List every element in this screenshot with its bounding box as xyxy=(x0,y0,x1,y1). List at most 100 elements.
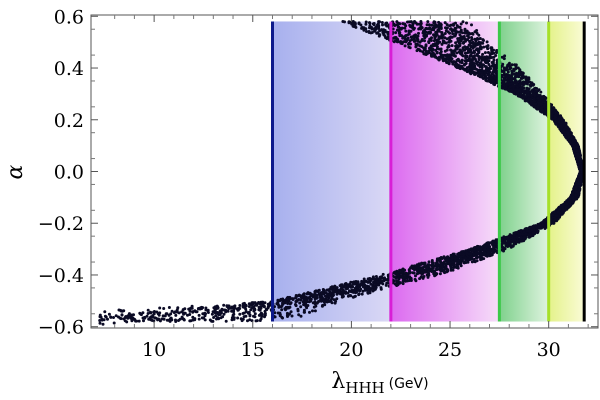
scatter-point xyxy=(430,270,434,273)
scatter-point xyxy=(566,126,570,130)
scatter-point xyxy=(484,65,488,69)
scatter-point xyxy=(493,76,497,80)
scatter-point xyxy=(416,34,420,38)
scatter-point xyxy=(431,54,435,58)
scatter-point xyxy=(354,25,358,29)
scatter-point xyxy=(403,268,406,272)
scatter-point xyxy=(507,74,511,78)
scatter-point xyxy=(411,26,415,30)
scatter-point xyxy=(415,272,419,276)
scatter-point xyxy=(484,76,488,80)
scatter-point xyxy=(319,299,323,303)
scatter-point xyxy=(296,309,300,313)
scatter-point xyxy=(424,43,428,47)
scatter-point xyxy=(286,315,289,318)
scatter-point xyxy=(569,137,573,141)
scatter-point xyxy=(420,38,424,41)
scatter-point xyxy=(401,282,405,286)
scatter-point xyxy=(371,22,375,26)
scatter-point xyxy=(475,256,479,260)
scatter-point xyxy=(468,40,472,44)
scatter-point xyxy=(302,308,306,312)
scatter-point xyxy=(482,63,485,67)
scatter-point xyxy=(330,285,334,289)
scatter-point xyxy=(477,49,481,53)
scatter-point xyxy=(527,235,531,239)
scatter-point xyxy=(408,23,412,27)
scatter-point xyxy=(247,305,251,308)
scatter-point xyxy=(311,301,315,305)
scatter-point xyxy=(349,294,353,298)
scatter-point xyxy=(450,44,454,48)
scatter-point xyxy=(459,22,463,26)
scatter-point xyxy=(351,295,355,299)
scatter-point xyxy=(449,55,452,59)
scatter-point xyxy=(449,27,453,31)
scatter-point xyxy=(398,281,402,285)
scatter-point xyxy=(502,235,506,239)
scatter-point xyxy=(475,52,479,56)
scatter-point xyxy=(524,81,528,85)
scatter-point xyxy=(458,33,462,37)
scatter-point xyxy=(501,79,505,83)
scatter-point xyxy=(489,46,493,50)
scatter-point xyxy=(477,33,481,37)
scatter-point xyxy=(413,277,417,281)
scatter-point xyxy=(514,75,518,79)
scatter-point xyxy=(417,31,420,35)
scatter-point xyxy=(127,312,131,316)
scatter-point xyxy=(448,24,452,28)
scatter-point xyxy=(393,275,397,279)
band-3 xyxy=(548,21,585,322)
scatter-point xyxy=(106,317,109,321)
scatter-point xyxy=(466,47,470,51)
scatter-point xyxy=(244,314,248,318)
scatter-point xyxy=(409,29,413,33)
scatter-point xyxy=(114,314,118,318)
scatter-point xyxy=(309,292,313,296)
scatter-point xyxy=(417,27,421,31)
scatter-point xyxy=(253,301,257,305)
scatter-point xyxy=(536,222,540,226)
scatter-point xyxy=(478,37,482,40)
scatter-point xyxy=(502,241,506,245)
scatter-point xyxy=(550,108,554,112)
scatter-point xyxy=(454,41,458,45)
scatter-point xyxy=(451,260,455,264)
scatter-point xyxy=(440,257,444,260)
scatter-point xyxy=(500,55,504,59)
scatter-point xyxy=(393,24,397,27)
scatter-point xyxy=(564,121,568,125)
scatter-point xyxy=(341,289,345,293)
scatter-point xyxy=(126,316,130,320)
scatter-point xyxy=(507,61,511,65)
scatter-point xyxy=(333,301,337,305)
scatter-point xyxy=(364,27,368,31)
scatter-point xyxy=(513,67,517,71)
scatter-point xyxy=(468,54,472,58)
scatter-point xyxy=(383,30,387,34)
scatter-point xyxy=(146,312,150,315)
scatter-point xyxy=(505,68,509,72)
scatter-point xyxy=(307,300,311,304)
scatter-point xyxy=(489,76,493,80)
scatter-point xyxy=(465,21,468,25)
scatter-point xyxy=(451,62,455,66)
scatter-point xyxy=(462,63,466,67)
scatter-point xyxy=(423,32,427,36)
scatter-point xyxy=(170,309,174,313)
scatter-point xyxy=(456,39,460,43)
scatter-point xyxy=(413,20,416,23)
scatter-point xyxy=(438,51,442,55)
scatter-point xyxy=(262,305,266,309)
scatter-point xyxy=(399,41,403,45)
scatter-point xyxy=(408,39,412,43)
scatter-point xyxy=(531,231,535,235)
scatter-point xyxy=(322,300,326,304)
scatter-point xyxy=(455,51,459,55)
scatter-point xyxy=(317,292,321,296)
scatter-point xyxy=(191,310,195,314)
scatter-point xyxy=(414,44,418,48)
scatter-point xyxy=(325,295,329,299)
scatter-point xyxy=(448,36,451,40)
